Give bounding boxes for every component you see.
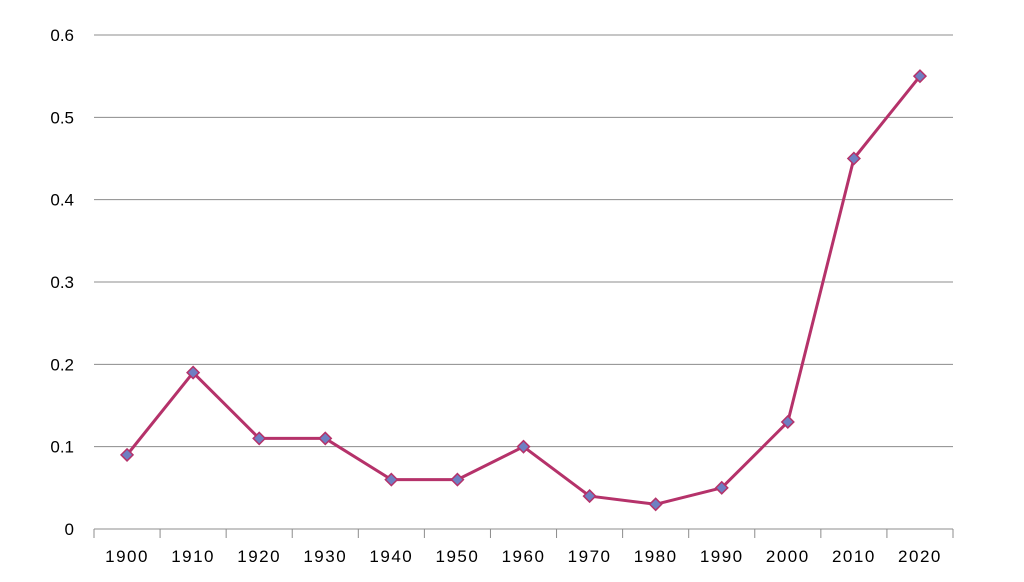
data-point-marker	[582, 489, 597, 504]
data-point-marker	[450, 472, 465, 487]
x-tick-label: 1920	[237, 547, 281, 566]
y-tick-label: 0.1	[50, 438, 74, 457]
x-tick-label: 1990	[700, 547, 744, 566]
y-tick-label: 0.2	[50, 355, 74, 374]
data-point-marker	[516, 439, 531, 454]
x-axis	[93, 528, 954, 538]
data-point-marker	[186, 365, 201, 380]
x-tick-label: 1980	[634, 547, 678, 566]
data-point-marker	[846, 151, 861, 166]
x-tick-label: 1970	[568, 547, 612, 566]
gridlines	[94, 34, 953, 448]
data-point-marker	[119, 447, 135, 462]
x-tick-label: 2000	[766, 547, 810, 566]
x-tick-label: 2020	[898, 547, 942, 566]
x-tick-label: 1900	[105, 547, 149, 566]
x-tick-label: 1910	[171, 547, 215, 566]
x-tick-label: 1960	[502, 547, 546, 566]
x-tick-label: 1940	[369, 547, 413, 566]
data-point-marker	[714, 480, 729, 495]
x-axis-tick-labels: 1900 1910 1920 1930 1940 1950 1960 1970 1980 1990…	[105, 547, 942, 566]
data-point-marker	[252, 431, 267, 446]
data-point-marker	[780, 414, 795, 430]
data-point-marker	[318, 431, 333, 446]
y-tick-label: 0	[65, 520, 74, 539]
data-point-marker	[912, 69, 928, 84]
data-point-marker	[384, 472, 399, 487]
data-point-markers	[119, 69, 928, 512]
x-tick-label: 1930	[303, 547, 347, 566]
x-tick-label: 1950	[436, 547, 480, 566]
data-point-marker	[648, 497, 663, 512]
y-tick-label: 0.4	[50, 191, 74, 210]
y-tick-label: 0.3	[50, 273, 74, 292]
x-tick-label: 2010	[832, 547, 876, 566]
y-tick-label: 0.5	[50, 108, 74, 127]
y-tick-label: 0.6	[50, 26, 74, 45]
y-axis-tick-labels: 0 0.1 0.2 0.3 0.4 0.5 0.6	[50, 26, 74, 539]
